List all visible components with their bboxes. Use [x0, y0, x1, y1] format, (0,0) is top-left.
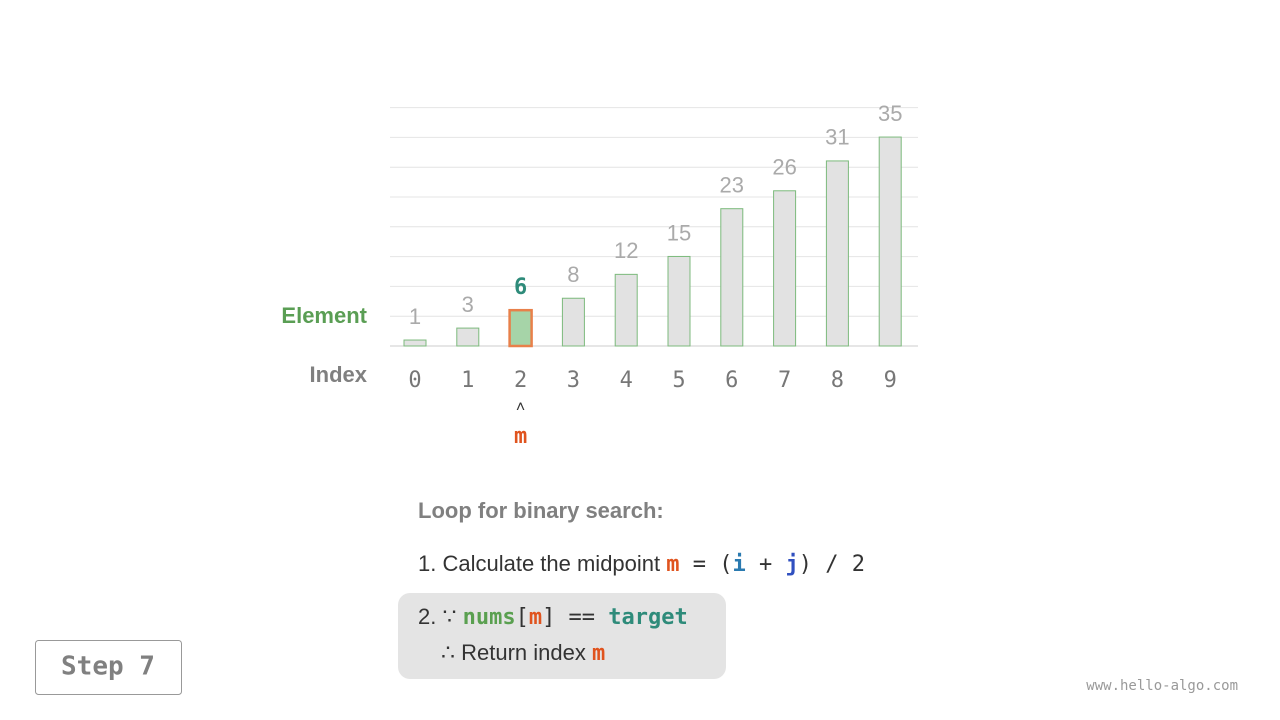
text-part: ∴ Return index [441, 640, 592, 665]
index-value: 5 [672, 368, 685, 393]
element-value: 6 [514, 275, 527, 300]
index-value: 3 [567, 368, 580, 393]
bar [403, 339, 427, 347]
element-value: 26 [772, 155, 796, 180]
bar [561, 297, 585, 347]
text-part: + [746, 552, 786, 577]
index-value: 7 [778, 368, 791, 393]
grid [390, 107, 918, 347]
index-value: 9 [884, 368, 897, 393]
bar [667, 255, 691, 347]
bar [508, 308, 533, 348]
step-line: 2. ∵ nums[m] == target [418, 604, 688, 630]
bar [878, 136, 902, 347]
text-part: ] == [542, 605, 608, 630]
step-label: Step 7 [61, 652, 155, 682]
text-part: = ( [680, 552, 733, 577]
index-value: 6 [725, 368, 738, 393]
step-line: 1. Calculate the midpoint m = (i + j) / … [418, 551, 865, 577]
text-part: j [786, 552, 799, 577]
element-label: Element [281, 303, 367, 328]
element-value: 1 [409, 304, 421, 329]
index-value: 0 [408, 368, 421, 393]
index-value: 1 [461, 368, 474, 393]
step-line: ∴ Return index m [441, 640, 605, 666]
bar [720, 208, 744, 347]
highlight-box [398, 593, 726, 679]
element-value: 35 [878, 101, 902, 126]
text-part: m [592, 641, 605, 666]
bar [614, 273, 638, 347]
element-value: 8 [567, 262, 579, 287]
text-part: i [733, 552, 746, 577]
pointer-arrow: ˄ [516, 399, 525, 416]
bar [825, 160, 849, 347]
index-value: 8 [831, 368, 844, 393]
element-value: 3 [462, 292, 474, 317]
step-box [35, 640, 182, 695]
element-value: 23 [720, 173, 744, 198]
index-value: 4 [620, 368, 633, 393]
text-part: ) / 2 [799, 552, 865, 577]
text-part: m [529, 605, 542, 630]
bar [773, 190, 797, 347]
pointer: m [514, 424, 527, 449]
watermark: www.hello-algo.com [1086, 678, 1238, 694]
steps-title: Loop for binary search: [418, 498, 664, 523]
text-part: 2. ∵ [418, 604, 463, 629]
element-value: 15 [667, 220, 691, 245]
index-value: 2 [514, 368, 527, 393]
bar [456, 327, 480, 347]
element-value: 31 [825, 125, 849, 150]
text-part: nums [463, 605, 516, 630]
text-part: [ [516, 605, 529, 630]
text-part: target [608, 605, 687, 630]
text-part: 1. Calculate the midpoint [418, 551, 666, 576]
element-value: 12 [614, 238, 638, 263]
index-label: Index [310, 362, 368, 387]
text-part: m [666, 552, 679, 577]
